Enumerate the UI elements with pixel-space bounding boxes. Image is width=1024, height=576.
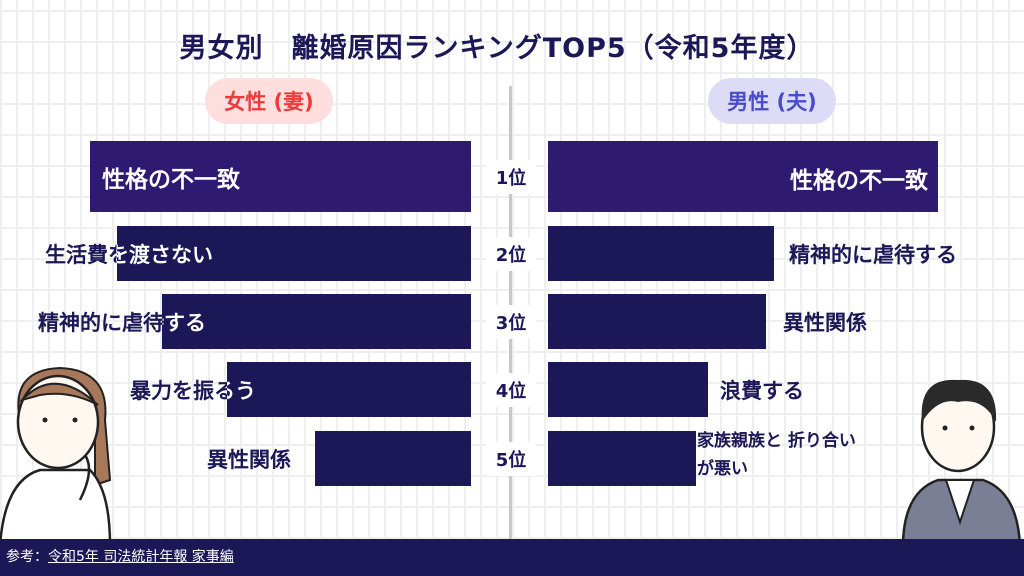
female-reason-label: 暴力を振るう	[0, 375, 471, 405]
man-illustration-icon	[901, 379, 1022, 547]
male-reason-label: 精神的に虐待する	[789, 242, 957, 267]
male-reason-label: 家族親族と 折り合いが悪い	[697, 431, 856, 479]
female-bar-2	[116, 226, 471, 281]
footer: 参考：令和5年 司法統計年報 家事編	[0, 539, 1024, 576]
source-prefix: 参考：	[6, 549, 48, 565]
male-bar-4	[548, 362, 708, 417]
female-bar-5	[314, 431, 471, 486]
female-bar-4	[227, 362, 471, 417]
female-bar-1	[90, 141, 471, 212]
male-bar-2	[548, 226, 775, 281]
male-bar-1	[548, 141, 938, 212]
rank-label: 1位	[486, 159, 536, 194]
male-reason-label: 浪費する	[720, 378, 804, 403]
rank-label: 4位	[486, 372, 536, 407]
rank-label: 3位	[486, 304, 536, 339]
chart-title: 男女別 離婚原因ランキングTOP5（令和5年度）	[179, 33, 815, 64]
female-reason-label: 生活費を渡さない	[0, 239, 471, 269]
rank-label: 5位	[486, 441, 536, 476]
legend-female: 女性 (妻)	[205, 78, 333, 124]
male-bar-5	[548, 431, 697, 486]
female-reason-label: 異性関係	[0, 444, 471, 474]
male-bar-3	[548, 294, 767, 349]
legend-male: 男性 (夫)	[708, 78, 836, 124]
female-bar-3	[162, 294, 471, 349]
woman-illustration-icon	[0, 366, 112, 545]
male-reason-label: 性格の不一致	[790, 167, 928, 194]
source-link[interactable]: 令和5年 司法統計年報 家事編	[48, 549, 234, 565]
female-reason-label: 精神的に虐待する	[0, 307, 471, 337]
rank-label: 2位	[486, 236, 536, 271]
male-reason-label: 異性関係	[783, 310, 867, 335]
female-reason-label: 性格の不一致	[0, 160, 471, 194]
